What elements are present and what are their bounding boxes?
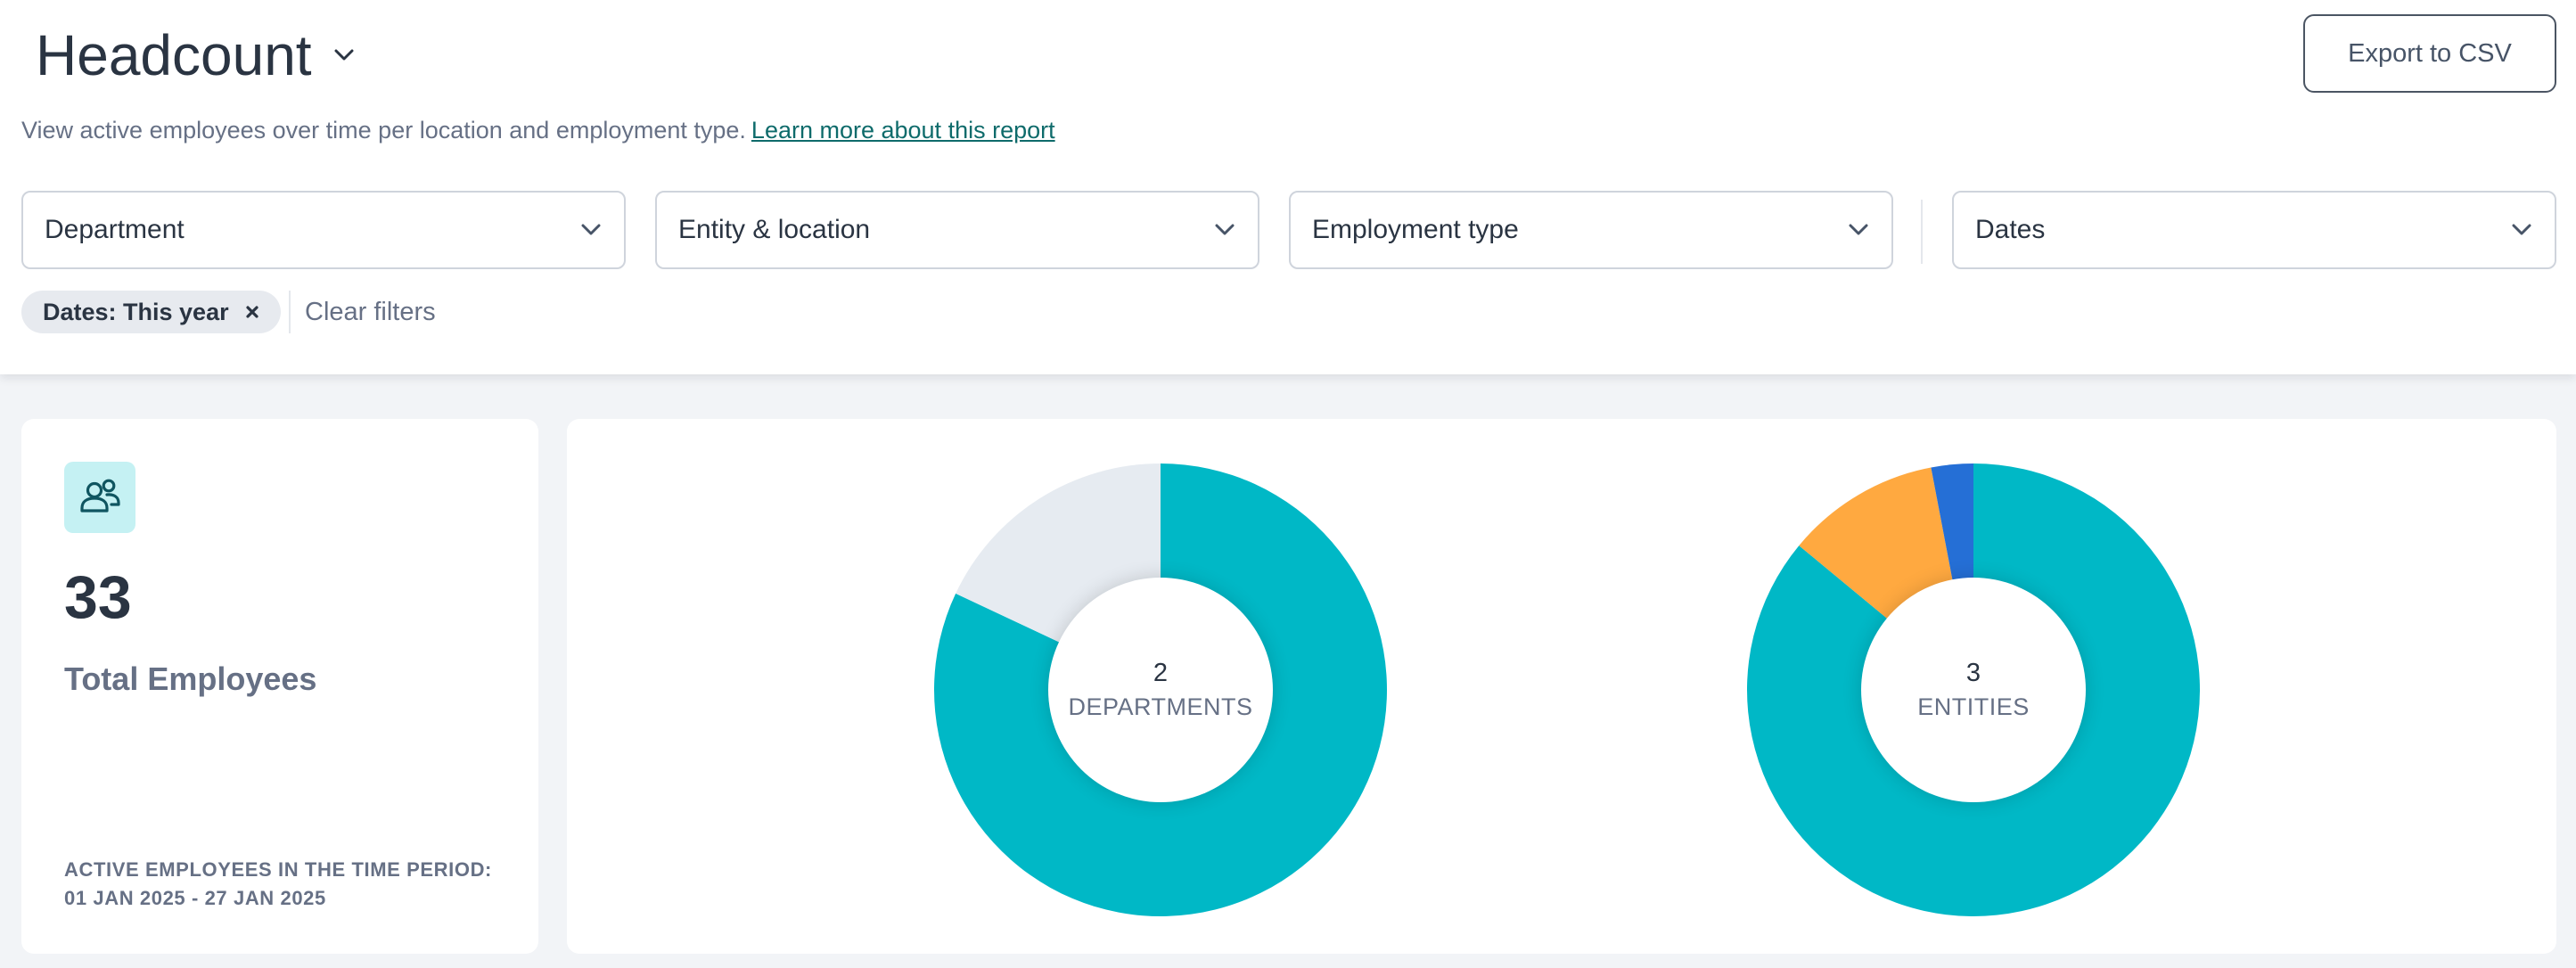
entities-count: 3 xyxy=(1965,659,1981,687)
chip-divider xyxy=(289,291,291,333)
report-title-dropdown[interactable]: Headcount xyxy=(36,20,357,91)
entities-label: ENTITIES xyxy=(1917,693,2030,720)
learn-more-link[interactable]: Learn more about this report xyxy=(751,117,1055,144)
employment-type-select-label: Employment type xyxy=(1312,215,1519,244)
clear-filters-button[interactable]: Clear filters xyxy=(305,298,436,326)
breakdown-charts-card: 2 DEPARTMENTS 3 ENTITIES xyxy=(567,419,2556,954)
chevron-down-icon xyxy=(2510,218,2533,242)
time-period-note: ACTIVE EMPLOYEES IN THE TIME PERIOD: 01 … xyxy=(64,856,492,913)
users-icon xyxy=(64,462,135,533)
department-select-label: Department xyxy=(45,215,185,244)
description-text: View active employees over time per loca… xyxy=(21,117,746,144)
departments-donut-center: 2 DEPARTMENTS xyxy=(1048,578,1273,802)
filter-divider xyxy=(1921,200,1923,264)
report-header: Headcount View active employees over tim… xyxy=(0,0,2576,374)
active-filter-label: Dates: This year xyxy=(43,298,229,325)
chevron-down-icon xyxy=(579,218,603,242)
entities-donut-center: 3 ENTITIES xyxy=(1861,578,2086,802)
entity-location-select[interactable]: Entity & location xyxy=(655,191,1259,269)
chevron-down-icon[interactable] xyxy=(332,43,357,68)
export-csv-button[interactable]: Export to CSV xyxy=(2303,14,2556,93)
page-title: Headcount xyxy=(36,23,312,87)
department-select[interactable]: Department xyxy=(21,191,626,269)
active-filter-chip: Dates: This year xyxy=(21,291,281,333)
dates-select-label: Dates xyxy=(1975,215,2046,244)
entity-location-select-label: Entity & location xyxy=(678,215,871,244)
entities-donut-chart[interactable]: 3 ENTITIES xyxy=(1742,458,2205,922)
departments-donut-chart[interactable]: 2 DEPARTMENTS xyxy=(929,458,1392,922)
time-period-heading: ACTIVE EMPLOYEES IN THE TIME PERIOD: xyxy=(64,858,492,881)
departments-label: DEPARTMENTS xyxy=(1068,693,1253,720)
chevron-down-icon xyxy=(1213,218,1236,242)
dates-select[interactable]: Dates xyxy=(1952,191,2556,269)
total-employees-label: Total Employees xyxy=(64,660,317,697)
total-employees-card: 33 Total Employees ACTIVE EMPLOYEES IN T… xyxy=(21,419,538,954)
total-employees-value: 33 xyxy=(64,563,132,631)
chevron-down-icon xyxy=(1847,218,1870,242)
report-description: View active employees over time per loca… xyxy=(21,114,1055,146)
close-icon[interactable] xyxy=(243,303,261,321)
departments-count: 2 xyxy=(1153,659,1169,687)
time-period-range: 01 JAN 2025 - 27 JAN 2025 xyxy=(64,887,326,909)
employment-type-select[interactable]: Employment type xyxy=(1289,191,1893,269)
